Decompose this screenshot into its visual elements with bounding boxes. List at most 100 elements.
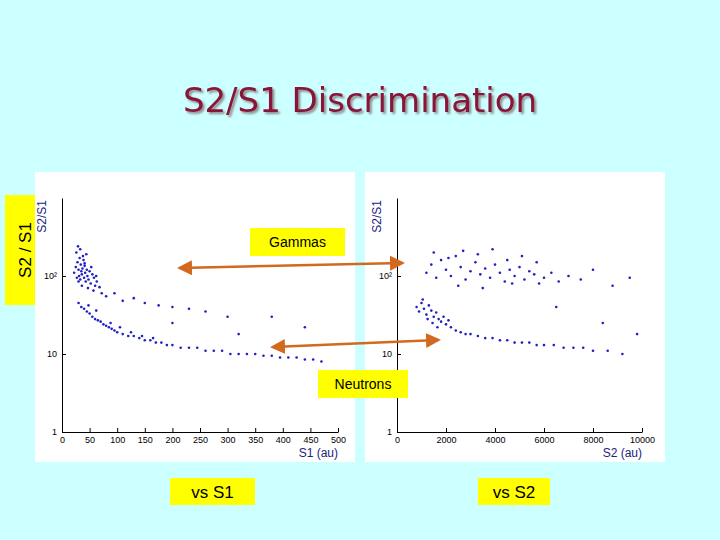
- point: [92, 289, 95, 292]
- point: [494, 263, 497, 266]
- tick-mark: [90, 428, 91, 432]
- point: [98, 286, 101, 289]
- tick-label: 4000: [485, 435, 505, 445]
- tick-label: 10²: [379, 271, 392, 281]
- point: [511, 282, 514, 285]
- tick: 150: [138, 428, 153, 445]
- point: [477, 253, 480, 256]
- point: [513, 275, 516, 278]
- point: [152, 337, 155, 340]
- point: [423, 307, 426, 310]
- point: [636, 333, 639, 336]
- point: [543, 276, 546, 279]
- point: [89, 282, 92, 285]
- point: [499, 271, 502, 274]
- tick-mark: [145, 428, 146, 432]
- tick-label: 100: [110, 435, 125, 445]
- point: [141, 335, 144, 338]
- point: [144, 339, 147, 342]
- point: [113, 292, 116, 295]
- axis-line: [398, 432, 643, 433]
- point: [196, 347, 199, 350]
- point: [166, 344, 169, 347]
- point: [481, 287, 484, 290]
- point: [79, 248, 82, 251]
- tick-label: 300: [221, 435, 236, 445]
- point: [95, 280, 98, 283]
- tick-label: 500: [331, 435, 346, 445]
- point: [121, 300, 124, 303]
- point: [171, 322, 174, 325]
- point: [270, 354, 273, 357]
- points: [73, 245, 323, 363]
- point: [99, 320, 102, 323]
- point: [90, 266, 93, 269]
- caption: vs S2: [493, 483, 536, 502]
- tick: 2000: [436, 428, 456, 445]
- point: [130, 331, 133, 334]
- tick-mark: [338, 428, 339, 432]
- point: [464, 278, 467, 281]
- point: [77, 245, 80, 248]
- point: [430, 309, 433, 312]
- point: [445, 269, 448, 272]
- tick-label: 1: [387, 427, 392, 437]
- point: [469, 270, 472, 273]
- point: [469, 333, 472, 336]
- point: [533, 273, 536, 276]
- point: [455, 255, 458, 258]
- tick-mark: [117, 428, 118, 432]
- point: [611, 284, 614, 287]
- point: [304, 358, 307, 361]
- point: [87, 278, 90, 281]
- point: [155, 341, 158, 344]
- point: [109, 322, 112, 325]
- tick-label: 200: [165, 435, 180, 445]
- tick-mark: [310, 428, 311, 432]
- point: [86, 310, 89, 313]
- point: [606, 349, 609, 352]
- point: [447, 257, 450, 260]
- point: [462, 250, 465, 253]
- point: [83, 276, 86, 279]
- point: [77, 280, 80, 283]
- point: [76, 261, 79, 264]
- tick-mark: [495, 428, 496, 432]
- tick-mark: [283, 428, 284, 432]
- point: [523, 278, 526, 281]
- point: [418, 310, 421, 313]
- point: [97, 319, 100, 322]
- point: [459, 266, 462, 269]
- point: [84, 280, 87, 283]
- tick-mark: [62, 354, 66, 355]
- tick: 100: [110, 428, 125, 445]
- annotation-box: [318, 370, 408, 398]
- point: [75, 251, 78, 254]
- point: [445, 323, 448, 326]
- point: [237, 333, 240, 336]
- point: [81, 273, 84, 276]
- point: [521, 255, 524, 258]
- tick-label: 10: [47, 349, 57, 359]
- title: S2/S1 Discrimination: [183, 80, 537, 120]
- tick: 6000: [534, 428, 554, 445]
- point: [84, 271, 87, 274]
- tick-mark: [62, 276, 66, 277]
- tick: 10: [382, 349, 401, 359]
- tick-label: 2000: [436, 435, 456, 445]
- point: [435, 276, 438, 279]
- point: [499, 339, 502, 342]
- point: [447, 319, 450, 322]
- side-label: S2 / S1: [16, 222, 35, 278]
- plot-panel: [365, 172, 665, 462]
- point: [543, 344, 546, 347]
- point: [430, 263, 433, 266]
- tick: 4000: [485, 428, 505, 445]
- point: [440, 320, 443, 323]
- point: [86, 275, 89, 278]
- tick-label: 8000: [583, 435, 603, 445]
- point: [431, 322, 434, 325]
- point: [426, 318, 429, 321]
- point: [506, 259, 509, 262]
- point: [450, 275, 453, 278]
